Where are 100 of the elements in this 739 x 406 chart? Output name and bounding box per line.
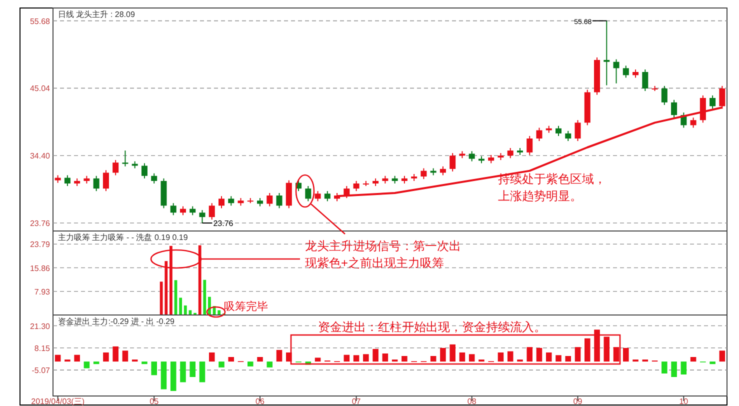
candlestick [622,65,629,78]
candlestick [228,196,234,206]
bar [594,330,600,362]
y-tick-label: 55.68 [30,16,51,26]
candlestick [141,162,148,179]
y-tick-label: 8.15 [34,344,51,353]
annotation: 吸筹完毕 [224,300,268,313]
bar [199,362,206,382]
bar [680,362,687,374]
candlestick [565,130,572,142]
candlestick [170,202,176,216]
bar [402,356,408,362]
candlestick [276,192,282,209]
bar [170,362,176,391]
candlestick [122,150,128,167]
x-tick-label: 07 [352,397,362,406]
bar [719,350,726,362]
candlestick [710,94,716,110]
candlestick [305,186,312,202]
candlestick [93,175,100,192]
bar [623,348,629,362]
y-tick-label: 23.76 [30,219,51,228]
bar [103,352,109,362]
bar [584,338,590,362]
x-tick-label: 09 [573,397,583,406]
candlestick [536,127,542,142]
chart-title: 主力吸筹 主力吸筹 - - 洗盘 0.19 0.19 [58,233,188,242]
candlestick [151,172,158,184]
y-tick-label: 7.93 [34,287,51,296]
bar [314,358,321,362]
chart-title: 日线 龙头主升 : 28.09 [58,10,136,19]
candlestick [690,117,696,128]
candlestick [556,125,562,136]
bar [613,347,620,362]
bar [690,357,696,362]
bar [372,348,378,362]
bar [526,347,533,362]
bar [180,362,186,382]
candlestick [208,202,215,220]
y-tick-label: 15.86 [30,264,51,273]
candlestick [661,85,668,106]
x-tick-label: 05 [150,397,160,406]
candlestick [671,99,678,118]
bar [344,354,350,362]
bar [179,298,182,315]
bar [440,348,446,362]
bar [247,362,254,366]
x-tick-label: 10 [679,397,689,406]
y-tick-label: 23.79 [30,240,51,250]
candlestick [468,150,475,162]
bar [190,362,196,378]
candlestick [324,190,330,202]
bar [266,362,273,368]
candlestick [286,180,292,209]
bar [574,347,581,362]
candlestick [507,148,514,159]
bar [662,362,668,374]
candlestick [613,58,620,84]
bar [363,354,369,362]
bar [184,305,187,315]
annotation: 资金进出：红柱开始出现，资金持续流入。 [318,320,546,334]
candlestick [420,168,427,180]
bar [112,346,118,362]
bar [353,355,360,362]
bar [671,362,677,378]
bar [54,354,61,362]
y-tick-label: -5.07 [32,366,51,376]
x-tick-label: 06 [256,397,266,406]
bar [556,355,562,362]
bar [74,354,80,362]
bar [382,353,388,362]
bar [507,351,514,362]
y-tick-label: 34.40 [30,152,51,161]
chart-title: 资金进出 主力:-0.29 进 - 出 -0.29 [58,317,176,326]
bar [546,352,552,362]
candlestick [218,196,224,209]
bar [160,362,167,390]
candlestick [526,135,533,156]
bar [498,352,504,362]
bar [151,362,157,376]
candlestick [112,160,119,176]
bar [430,356,436,362]
x-tick-label: 2019/04/03(三) [31,397,85,406]
bar [208,352,215,362]
candlestick [604,20,610,86]
bar [228,357,234,362]
candlestick [353,180,360,192]
bar [122,350,128,362]
bar [565,356,572,362]
bar [218,310,221,315]
bar [604,336,610,362]
candlestick [450,152,456,172]
annotation: 23.76 [213,219,234,228]
y-tick-label: 45.04 [30,84,51,94]
bar [459,352,466,362]
bar [218,362,224,368]
bar [142,362,148,364]
candlestick [574,120,581,142]
bar [93,362,100,364]
y-tick-label: 21.30 [30,322,51,331]
